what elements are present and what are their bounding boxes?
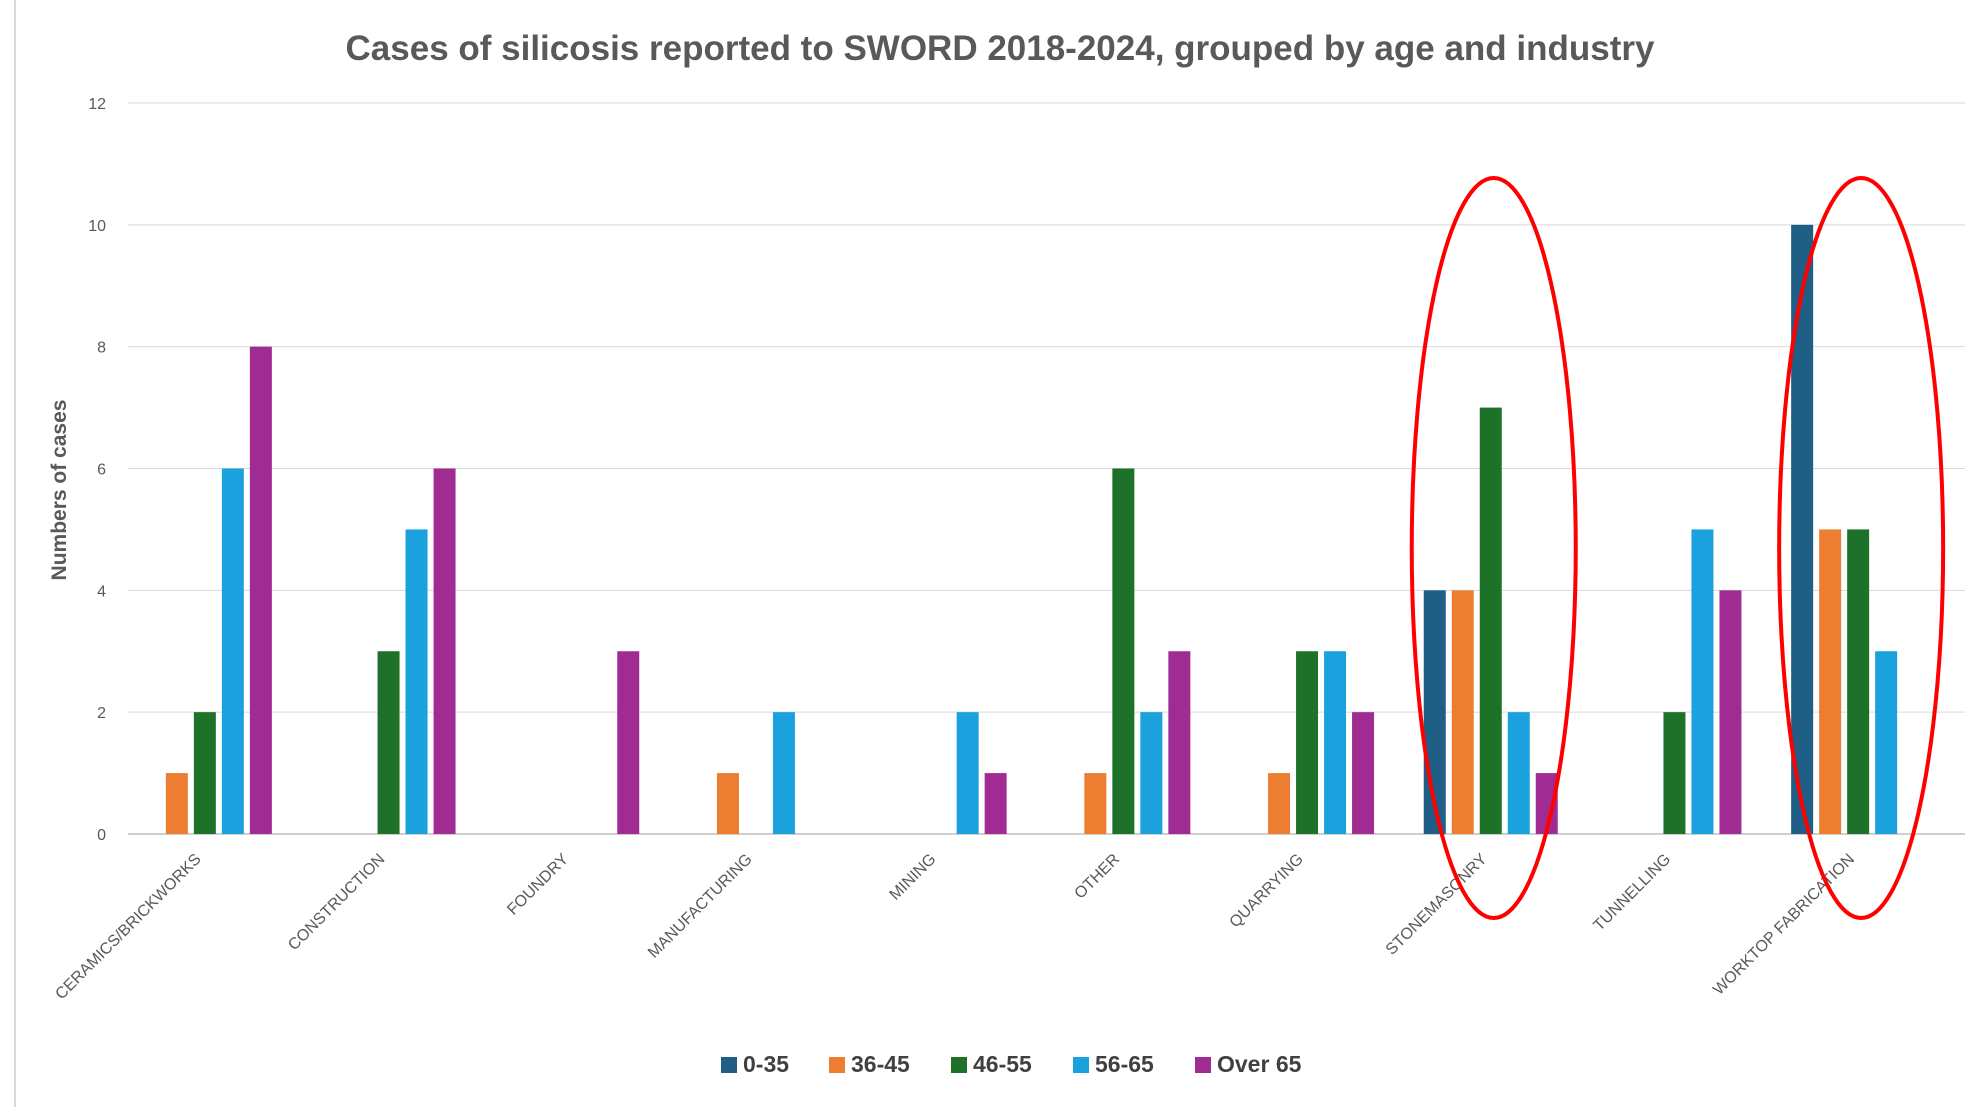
legend-swatch-46-55 [951, 1057, 967, 1073]
x-tick-label: CONSTRUCTION [285, 851, 388, 954]
y-tick-label: 4 [97, 583, 106, 600]
legend-swatch-over-65 [1195, 1057, 1211, 1073]
bar-worktop-fabrication-46-55 [1847, 529, 1870, 834]
y-tick-label: 6 [97, 462, 106, 479]
legend-label-over-65: Over 65 [1217, 1051, 1302, 1077]
bar-stonemasonry-46-55 [1479, 407, 1502, 834]
bar-ceramics-brickworks-46-55 [193, 712, 216, 834]
bar-quarrying-56-65 [1324, 651, 1347, 834]
bar-mining-over-65 [984, 773, 1007, 834]
bar-quarrying-over-65 [1352, 712, 1375, 834]
bar-quarrying-46-55 [1296, 651, 1319, 834]
legend-label-36-45: 36-45 [851, 1051, 910, 1077]
x-tick-label: STONEMASONRY [1383, 851, 1491, 959]
bar-worktop-fabrication-36-45 [1819, 529, 1842, 834]
bar-manufacturing-56-65 [772, 712, 795, 834]
bar-tunnelling-46-55 [1663, 712, 1686, 834]
legend-label-46-55: 46-55 [973, 1051, 1032, 1077]
x-tick-label: OTHER [1072, 851, 1124, 903]
bar-other-46-55 [1112, 468, 1135, 834]
y-tick-label: 12 [88, 96, 106, 113]
x-tick-label: CERAMICS/BRICKWORKS [52, 851, 204, 1003]
bar-stonemasonry-56-65 [1507, 712, 1530, 834]
bar-worktop-fabrication-56-65 [1875, 651, 1898, 834]
y-tick-label: 8 [97, 340, 106, 357]
bar-quarrying-36-45 [1268, 773, 1291, 834]
x-tick-label: TUNNELLING [1591, 851, 1675, 935]
bar-ceramics-brickworks-36-45 [165, 773, 188, 834]
legend-label-56-65: 56-65 [1095, 1051, 1154, 1077]
x-tick-label: MINING [887, 851, 940, 904]
y-axis-label: Numbers of cases [48, 400, 71, 581]
bar-ceramics-brickworks-56-65 [221, 468, 244, 834]
highlight-ellipse-stonemasonry [1409, 176, 1578, 920]
x-axis-ticks: CERAMICS/BRICKWORKS CONSTRUCTION FOUNDRY MA… [52, 851, 1858, 1003]
bar-construction-56-65 [405, 529, 428, 834]
bar-other-36-45 [1084, 773, 1107, 834]
gridlines [128, 102, 1965, 835]
bar-manufacturing-36-45 [716, 773, 739, 834]
bar-mining-56-65 [956, 712, 979, 834]
y-tick-label: 2 [97, 705, 106, 722]
bar-construction-over-65 [433, 468, 456, 834]
x-tick-label: QUARRYING [1227, 851, 1307, 931]
bar-stonemasonry-36-45 [1451, 590, 1474, 834]
y-tick-label: 0 [97, 827, 106, 844]
y-tick-label: 10 [88, 218, 106, 235]
legend-label-0-35: 0-35 [743, 1051, 789, 1077]
x-tick-label: WORKTOP FABRICATION [1710, 851, 1858, 999]
bar-tunnelling-over-65 [1719, 590, 1742, 834]
bars [165, 224, 1898, 835]
chart-frame [14, 0, 1977, 1107]
bar-other-56-65 [1140, 712, 1163, 834]
bar-worktop-fabrication-0-35 [1791, 224, 1814, 835]
highlight-ellipse-worktop-fabrication [1777, 176, 1946, 920]
chart-title: Cases of silicosis reported to SWORD 201… [346, 29, 1655, 68]
legend-swatch-56-65 [1073, 1057, 1089, 1073]
bar-foundry-over-65 [617, 651, 640, 834]
x-tick-label: MANUFACTURING [645, 851, 756, 962]
legend: 0-35 36-45 46-55 56-65 Over 65 [721, 1051, 1302, 1077]
bar-ceramics-brickworks-over-65 [249, 346, 272, 834]
x-tick-label: FOUNDRY [504, 851, 572, 919]
bar-construction-46-55 [377, 651, 400, 834]
highlight-annotations [1409, 176, 1946, 920]
bar-tunnelling-56-65 [1691, 529, 1714, 834]
bar-stonemasonry-over-65 [1535, 773, 1558, 834]
y-axis-ticks: 0 2 4 6 8 10 12 [88, 96, 106, 844]
legend-swatch-0-35 [721, 1057, 737, 1073]
bar-other-over-65 [1168, 651, 1191, 834]
legend-swatch-36-45 [829, 1057, 845, 1073]
